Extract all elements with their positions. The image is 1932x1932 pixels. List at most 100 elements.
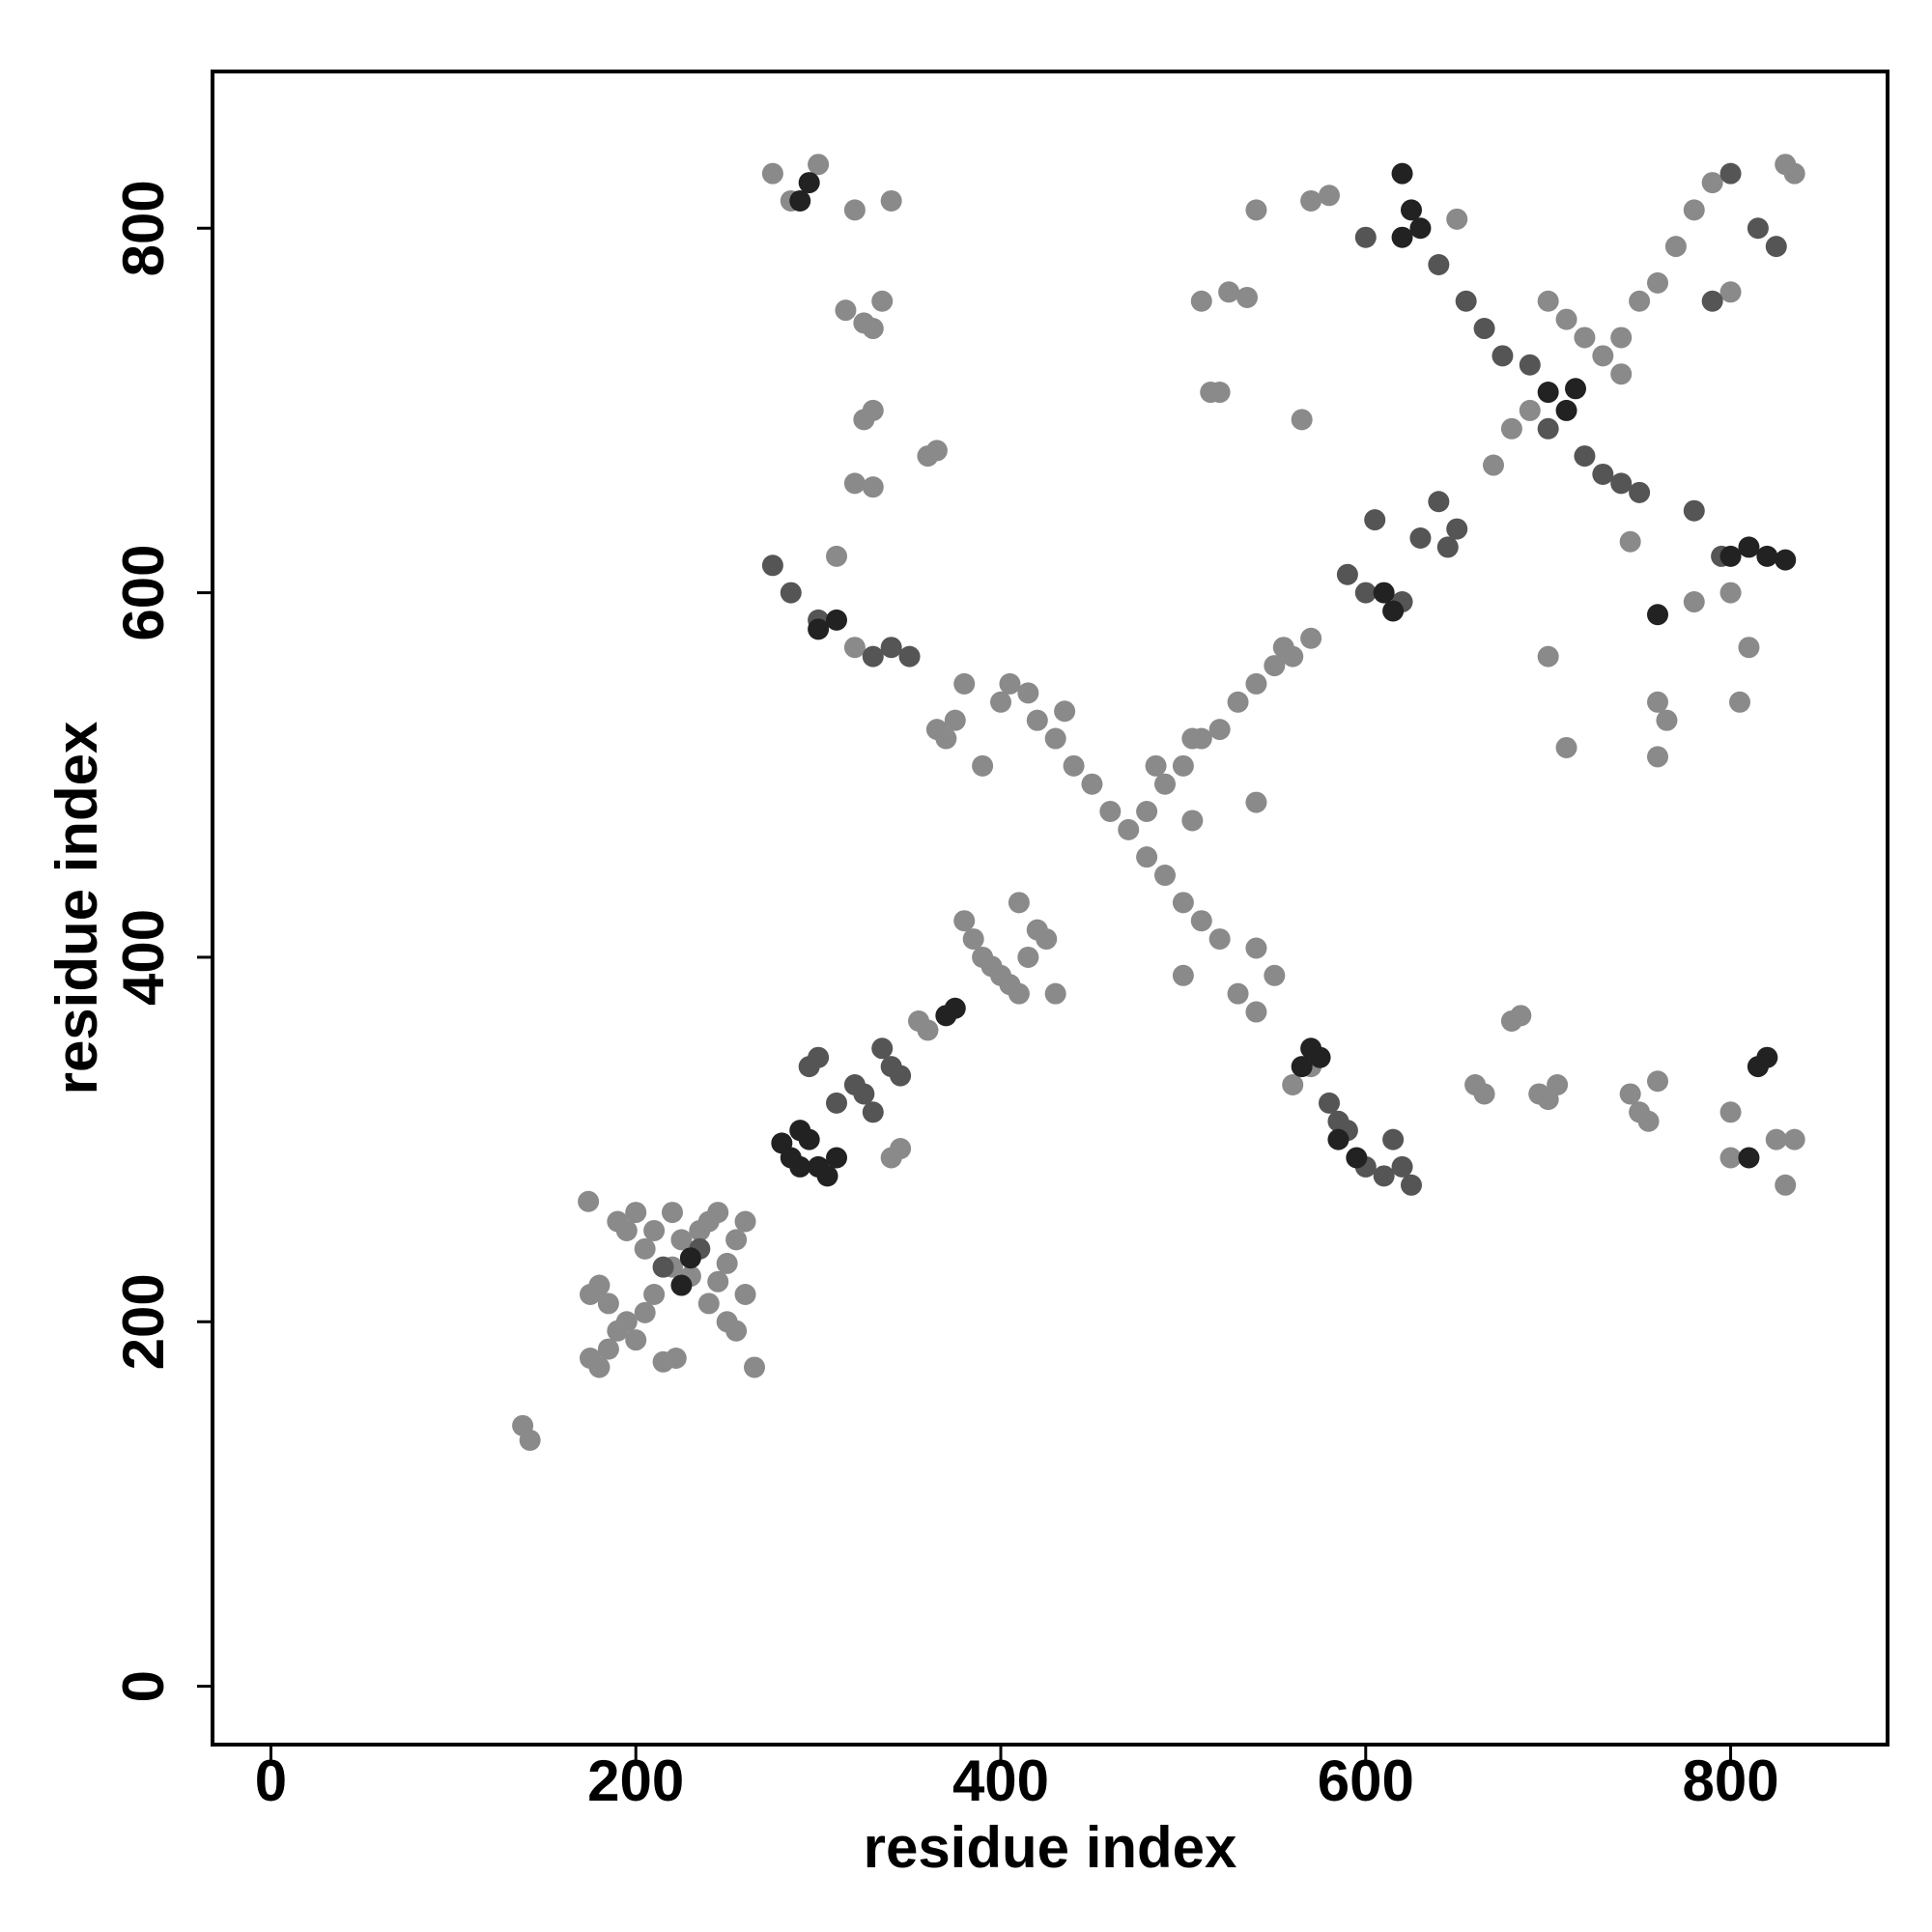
point: [1172, 892, 1194, 914]
point: [1473, 1083, 1495, 1105]
point: [1327, 1110, 1350, 1132]
point: [625, 1202, 647, 1224]
point: [1664, 236, 1687, 258]
point: [1154, 773, 1176, 795]
point: [1300, 189, 1322, 212]
point: [798, 1128, 820, 1151]
point: [826, 609, 847, 631]
point: [1382, 1128, 1405, 1151]
point: [1647, 691, 1668, 713]
y-tick-label: 600: [111, 545, 176, 641]
point: [1391, 1155, 1413, 1178]
point: [1373, 582, 1395, 604]
point: [634, 1237, 656, 1260]
point: [1428, 491, 1450, 513]
point: [1729, 691, 1750, 713]
point: [615, 1219, 638, 1241]
x-tick-label: 200: [587, 1748, 684, 1813]
point: [917, 1019, 939, 1041]
point: [1346, 1147, 1368, 1169]
point: [1683, 199, 1705, 221]
point: [597, 1293, 619, 1315]
point: [1373, 1165, 1395, 1187]
point: [1264, 964, 1286, 986]
point: [734, 1283, 756, 1305]
point: [1775, 1174, 1797, 1196]
point: [1537, 382, 1559, 404]
point: [1245, 937, 1267, 959]
point: [1683, 591, 1705, 613]
point: [1300, 627, 1322, 649]
point: [1701, 172, 1723, 194]
point: [816, 1165, 838, 1187]
point: [634, 1301, 656, 1323]
point: [1428, 253, 1450, 275]
point: [862, 645, 884, 668]
point: [1647, 604, 1668, 626]
point: [588, 1356, 611, 1378]
x-tick-label: 0: [255, 1748, 287, 1813]
point: [1081, 773, 1103, 795]
point: [1483, 454, 1504, 476]
point: [1436, 536, 1459, 558]
point: [1136, 846, 1158, 868]
point: [843, 637, 866, 659]
point: [826, 1147, 847, 1169]
point: [1647, 271, 1668, 294]
point: [1354, 582, 1377, 604]
point: [925, 440, 948, 462]
point: [1765, 1128, 1787, 1151]
point: [1747, 217, 1769, 240]
point: [944, 709, 966, 731]
point: [1555, 399, 1577, 421]
point: [1264, 655, 1286, 677]
point: [670, 1274, 693, 1296]
point: [679, 1247, 701, 1269]
y-tick-label: 800: [111, 180, 176, 276]
point: [1044, 982, 1066, 1005]
point: [707, 1270, 729, 1293]
plot-frame: [211, 70, 1889, 1747]
point: [1629, 290, 1651, 312]
point: [953, 672, 976, 695]
point: [1272, 637, 1294, 659]
point: [1775, 549, 1797, 571]
point: [843, 472, 866, 495]
point: [798, 172, 820, 194]
point: [990, 691, 1011, 713]
point: [1629, 481, 1651, 503]
x-axis-title: residue index: [864, 1815, 1237, 1880]
point: [1245, 791, 1267, 813]
point: [1719, 545, 1742, 567]
point: [1118, 818, 1140, 840]
point: [1099, 801, 1122, 823]
point: [1537, 290, 1559, 312]
point: [1783, 162, 1805, 185]
point: [1519, 354, 1541, 376]
point: [1208, 928, 1231, 951]
point: [1537, 417, 1559, 440]
point: [1719, 162, 1742, 185]
y-tick-label: 200: [111, 1273, 176, 1370]
point: [1738, 637, 1760, 659]
point: [1610, 363, 1633, 385]
point: [1026, 709, 1048, 731]
point: [1756, 545, 1778, 567]
point: [1208, 719, 1231, 741]
point: [1555, 736, 1577, 758]
point: [1391, 162, 1413, 185]
point: [862, 1101, 884, 1123]
point: [707, 1202, 729, 1224]
point: [1719, 1147, 1742, 1169]
point: [670, 1229, 693, 1251]
y-axis-title: residue index: [44, 722, 109, 1095]
point: [890, 1065, 912, 1087]
point: [1610, 327, 1633, 349]
point: [1574, 445, 1596, 468]
point: [1044, 727, 1066, 750]
point: [665, 1348, 687, 1370]
point: [862, 399, 884, 421]
point: [835, 299, 857, 322]
